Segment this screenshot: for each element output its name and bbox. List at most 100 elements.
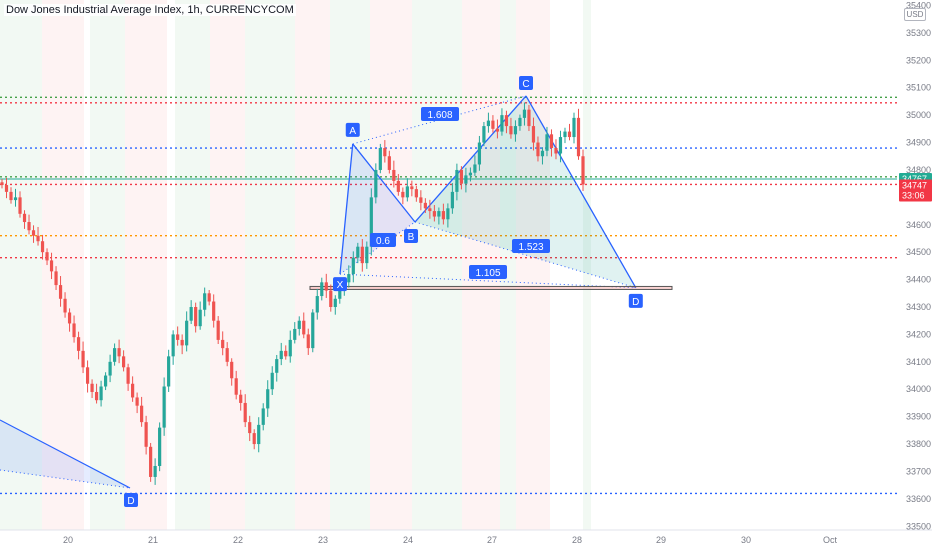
candle-body bbox=[230, 361, 234, 379]
candle-body bbox=[284, 350, 288, 357]
candle-body bbox=[387, 156, 391, 170]
pattern-point-X: X bbox=[337, 280, 344, 291]
pattern-xab-fill bbox=[340, 143, 415, 275]
candle-body bbox=[194, 307, 198, 327]
candle-body bbox=[477, 142, 482, 165]
pattern-point-B-bg bbox=[404, 229, 418, 244]
time-tick: 23 bbox=[318, 535, 328, 545]
harmonic-pattern bbox=[0, 95, 673, 489]
time-tick: 27 bbox=[487, 535, 497, 545]
candle-body bbox=[72, 323, 76, 338]
price-tick: 34200 bbox=[906, 329, 931, 339]
price-axis: 3540035300352003510035000349003480034700… bbox=[897, 0, 932, 550]
candle-body bbox=[198, 309, 202, 327]
candle-body bbox=[549, 134, 554, 149]
candlestick-series bbox=[0, 102, 585, 485]
candle-body bbox=[504, 115, 509, 127]
last-price-tag: 34767 bbox=[902, 174, 927, 184]
candle-body bbox=[531, 126, 536, 143]
candle-body bbox=[158, 427, 162, 466]
candle-body bbox=[225, 348, 229, 362]
candle-body bbox=[356, 246, 360, 258]
candle-body bbox=[410, 186, 414, 190]
candle-body bbox=[293, 328, 297, 340]
session-band bbox=[245, 0, 295, 530]
candle-body bbox=[464, 175, 468, 184]
candle-body bbox=[18, 197, 22, 214]
candle-body bbox=[203, 293, 207, 310]
candle-body bbox=[54, 271, 58, 286]
candle-body bbox=[428, 208, 432, 212]
candle-body bbox=[117, 348, 121, 357]
candle-body bbox=[486, 120, 491, 127]
session-band bbox=[295, 0, 330, 530]
ratio-label-ac-bg bbox=[421, 107, 459, 121]
candle-body bbox=[513, 126, 518, 135]
session-band bbox=[583, 0, 591, 530]
candle-body bbox=[239, 394, 243, 403]
candle-body bbox=[279, 350, 283, 360]
price-tick: 35100 bbox=[906, 83, 931, 93]
price-tick: 34800 bbox=[906, 165, 931, 175]
currency-label[interactable]: USD bbox=[904, 8, 926, 21]
time-tick: 24 bbox=[403, 535, 413, 545]
candle-body bbox=[311, 312, 315, 349]
candle-body bbox=[261, 408, 265, 425]
candle-body bbox=[67, 312, 72, 324]
candle-body bbox=[302, 320, 306, 335]
candle-body bbox=[369, 197, 373, 247]
pattern-point-D-bg bbox=[628, 293, 643, 308]
price-tick: 33600 bbox=[906, 494, 931, 504]
prev-pattern-leg bbox=[0, 419, 131, 489]
candle-body bbox=[545, 134, 549, 151]
pattern-bcd-fill bbox=[415, 95, 636, 288]
candle-body bbox=[94, 391, 99, 401]
price-tick: 34100 bbox=[906, 357, 931, 367]
candle-body bbox=[581, 156, 585, 185]
pattern-point-A: A bbox=[349, 126, 356, 137]
pattern-ratio-line bbox=[339, 221, 416, 275]
pattern-point-C-bg bbox=[519, 75, 533, 90]
pattern-labels: X A B C D D 0.6 1.608 1.523 1.105 bbox=[124, 75, 643, 507]
candle-body bbox=[365, 246, 369, 264]
candle-body bbox=[446, 208, 450, 220]
ratio-label-bd-bg bbox=[512, 239, 550, 253]
session-band bbox=[210, 0, 245, 530]
candle-body bbox=[140, 405, 144, 423]
candle-body bbox=[76, 337, 81, 351]
candle-body bbox=[248, 422, 252, 434]
candle-body bbox=[360, 246, 364, 264]
candle-body bbox=[441, 211, 445, 220]
price-tick: 34500 bbox=[906, 247, 931, 257]
candle-body bbox=[450, 191, 454, 209]
candle-body bbox=[572, 117, 576, 138]
candle-body bbox=[270, 372, 274, 390]
candle-body bbox=[81, 350, 85, 368]
candle-body bbox=[40, 241, 45, 253]
candle-body bbox=[153, 465, 157, 477]
candle-body bbox=[221, 339, 225, 349]
candle-body bbox=[189, 307, 193, 321]
candle-body bbox=[396, 180, 400, 192]
candle-body bbox=[423, 202, 427, 209]
prev-pattern-point: D bbox=[127, 496, 134, 507]
candle-body bbox=[315, 296, 319, 313]
candle-body bbox=[437, 211, 441, 217]
candle-body bbox=[4, 185, 9, 192]
pattern-point-C: C bbox=[522, 79, 529, 90]
time-tick: 30 bbox=[741, 535, 751, 545]
ratio-label-xd-bg bbox=[469, 265, 507, 279]
session-band bbox=[90, 0, 125, 530]
candle-body bbox=[243, 402, 247, 423]
candle-body bbox=[9, 191, 13, 201]
candle-body bbox=[185, 320, 189, 346]
session-band bbox=[42, 0, 84, 530]
price-tick: 33800 bbox=[906, 439, 931, 449]
candle-body bbox=[567, 131, 572, 138]
candle-body bbox=[149, 446, 153, 477]
candle-body bbox=[0, 182, 4, 186]
price-tick: 34600 bbox=[906, 220, 931, 230]
ratio-label-xb: 0.6 bbox=[376, 236, 390, 247]
